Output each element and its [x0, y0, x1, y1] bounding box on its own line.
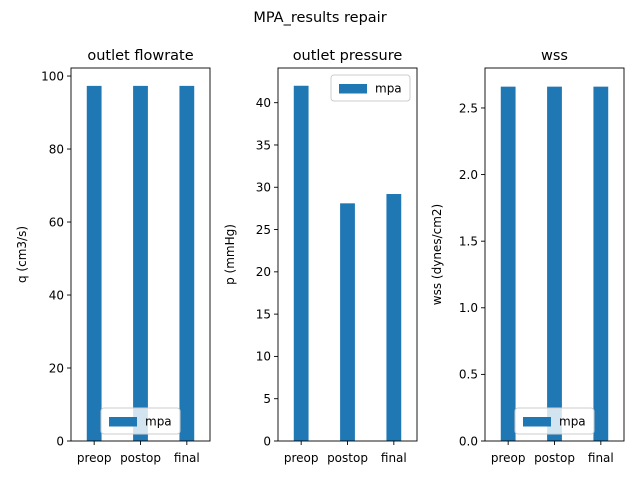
y-tick-label: 10: [256, 350, 271, 364]
bar-mpa-postop: [340, 203, 355, 441]
x-tick-label: final: [588, 451, 614, 465]
subplot-panels: outlet flowrate preop postop final 0 20 40 60 80…: [15, 48, 625, 465]
x-tick-label: preop: [284, 451, 319, 465]
x-tick-label: preop: [491, 451, 526, 465]
y-tick-label: 40: [256, 96, 271, 110]
y-axis-label: p (mmHg): [223, 224, 237, 285]
y-tick-label: 0.5: [459, 368, 478, 382]
bar-mpa-final: [179, 85, 195, 441]
y-tick-label: 1.5: [459, 234, 478, 248]
legend-swatch: [109, 417, 137, 427]
x-tick-label: postop: [534, 451, 575, 465]
y-tick-label: 2.5: [459, 101, 478, 115]
y-tick-label: 20: [49, 361, 64, 375]
subplot-1: outlet flowrate preop postop final 0 20 40 60 80…: [15, 48, 211, 465]
y-tick-label: 60: [49, 215, 64, 229]
subplot-title: outlet flowrate: [87, 48, 193, 64]
bar-mpa-postop: [547, 86, 562, 442]
y-tick-label: 2.0: [459, 168, 478, 182]
legend-box: [330, 74, 411, 102]
y-tick-label: 0.0: [459, 434, 478, 448]
legend-label: mpa: [559, 415, 586, 429]
x-tick-label: postop: [327, 451, 368, 465]
y-tick-label: 15: [256, 307, 271, 321]
y-tick-label: 1.0: [459, 301, 478, 315]
bar-mpa-final: [386, 194, 402, 441]
x-tick-label: final: [174, 451, 200, 465]
y-tick-label: 40: [49, 288, 64, 302]
subplot-title: wss: [541, 48, 568, 64]
y-tick-label: 0: [56, 434, 64, 448]
y-tick-label: 20: [256, 265, 271, 279]
subplot-title: outlet pressure: [293, 48, 403, 64]
legend-swatch: [339, 84, 367, 94]
y-axis-label: q (cm3/s): [15, 226, 29, 283]
x-tick-label: final: [381, 451, 407, 465]
legend-swatch: [523, 417, 551, 427]
legend-box: [514, 407, 595, 435]
x-tick-label: postop: [120, 451, 161, 465]
y-tick-label: 35: [256, 138, 271, 152]
subplot-2: outlet pressure preop postop final 0 5 10 15 20 2…: [223, 48, 418, 465]
x-tick-label: preop: [77, 451, 112, 465]
legend: mpa: [100, 407, 181, 435]
legend-label: mpa: [375, 82, 402, 96]
legend: mpa: [514, 407, 595, 435]
legend-box: [100, 407, 181, 435]
y-tick-label: 0: [263, 434, 271, 448]
legend: mpa: [330, 74, 411, 102]
subplot-3: wss preop postop final 0.0 0.5 1.0 1.5 2.0 2.5 wss…: [430, 48, 625, 465]
bar-mpa-preop: [500, 86, 516, 442]
bar-mpa-preop: [86, 85, 102, 441]
y-tick-label: 30: [256, 181, 271, 195]
bar-mpa-postop: [133, 85, 148, 441]
y-tick-label: 100: [41, 69, 64, 83]
bar-mpa-preop: [293, 85, 309, 441]
legend-label: mpa: [145, 415, 172, 429]
y-axis-label: wss (dynes/cm2): [430, 204, 444, 305]
y-tick-label: 25: [256, 223, 271, 237]
bar-mpa-final: [593, 86, 609, 442]
y-tick-label: 80: [49, 142, 64, 156]
y-tick-label: 5: [263, 392, 271, 406]
figure-title: MPA_results repair: [253, 10, 386, 26]
